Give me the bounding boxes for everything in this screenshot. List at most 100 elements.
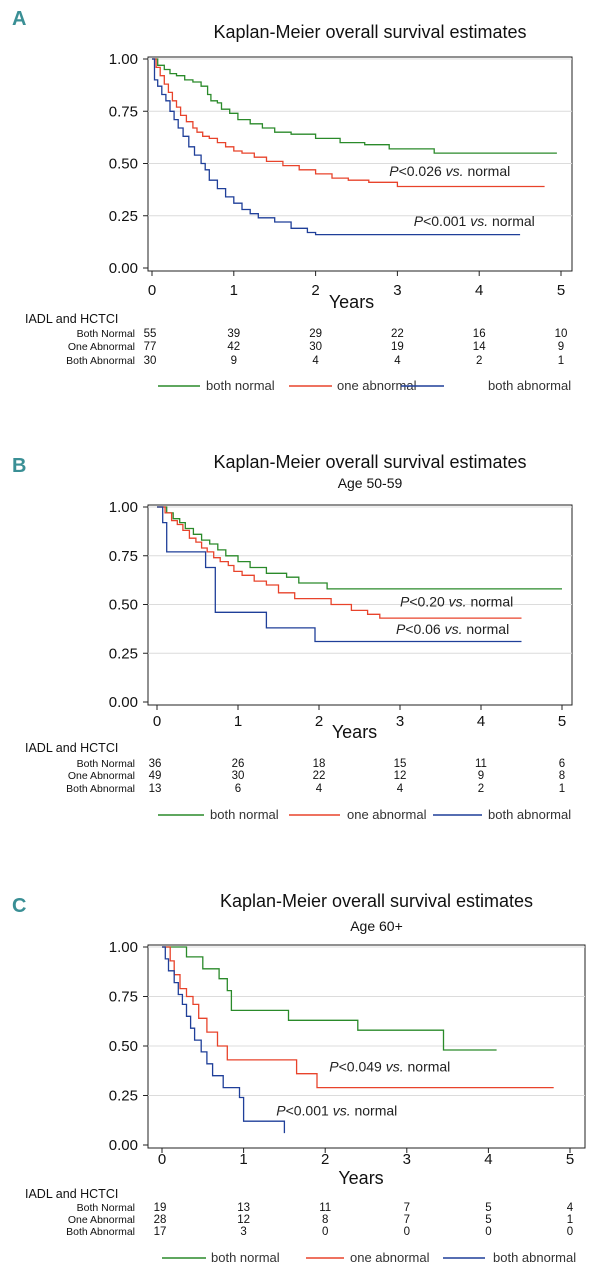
risk-count: 22 — [313, 770, 326, 782]
p-value-annotation: P<0.026 vs. normal — [389, 163, 510, 179]
risk-count: 4 — [316, 783, 323, 795]
risk-row-label: Both Abnormal — [66, 783, 135, 795]
x-tick-label: 5 — [557, 282, 565, 299]
y-tick-label: 0.75 — [109, 989, 138, 1006]
x-tick-label: 5 — [558, 713, 566, 730]
y-tick-label: 0.25 — [109, 1088, 138, 1105]
risk-count: 28 — [154, 1214, 167, 1226]
risk-count: 5 — [485, 1214, 491, 1226]
x-tick-label: 3 — [393, 282, 401, 299]
risk-count: 19 — [154, 1202, 167, 1214]
risk-count: 4 — [312, 355, 319, 367]
chart-subtitle: Age 50-59 — [338, 475, 403, 491]
vs-text: vs. — [386, 1059, 404, 1075]
x-tick-label: 2 — [321, 1151, 329, 1168]
risk-count: 30 — [232, 770, 245, 782]
y-tick-label: 0.25 — [109, 645, 138, 662]
risk-count: 7 — [404, 1214, 410, 1226]
x-tick-label: 0 — [158, 1151, 166, 1168]
legend-label: both abnormal — [493, 1250, 576, 1265]
y-tick-label: 0.75 — [109, 103, 138, 120]
p-value: <0.049 — [339, 1059, 386, 1075]
p-symbol: P — [414, 213, 424, 229]
risk-count: 30 — [144, 355, 157, 367]
legend-label: both normal — [211, 1250, 280, 1265]
risk-count: 30 — [309, 341, 322, 353]
risk-count: 2 — [478, 783, 484, 795]
p-symbol: P — [329, 1059, 339, 1075]
risk-count: 7 — [404, 1202, 410, 1214]
series-line-both-abnormal — [157, 506, 522, 643]
y-tick-label: 0.00 — [109, 694, 138, 711]
risk-count: 77 — [144, 341, 157, 353]
y-tick-label: 0.50 — [109, 1038, 138, 1055]
risk-count: 2 — [476, 355, 482, 367]
risk-table-header: IADL and HCTCI — [25, 1187, 118, 1201]
series-line-both-normal — [152, 58, 557, 154]
risk-count: 4 — [394, 355, 401, 367]
series-line-both-abnormal — [152, 58, 521, 236]
p-value: <0.20 — [409, 593, 448, 609]
comparison-text: normal — [463, 621, 510, 637]
y-tick-label: 0.75 — [109, 548, 138, 565]
risk-count: 42 — [227, 341, 240, 353]
risk-count: 39 — [227, 328, 240, 340]
x-tick-label: 1 — [230, 282, 238, 299]
risk-count: 4 — [567, 1202, 574, 1214]
risk-count: 18 — [313, 758, 326, 770]
comparison-text: normal — [488, 213, 535, 229]
risk-count: 13 — [149, 783, 162, 795]
y-tick-label: 0.00 — [109, 1137, 138, 1154]
chart-subtitle: Age 60+ — [350, 918, 403, 934]
risk-count: 9 — [231, 355, 237, 367]
risk-count: 0 — [322, 1226, 328, 1238]
legend-label: one abnormal — [347, 807, 427, 822]
series-line-both-normal — [157, 506, 562, 590]
risk-row-label: One Abnormal — [68, 770, 135, 782]
p-value: <0.001 — [286, 1102, 333, 1118]
vs-text: vs. — [446, 163, 464, 179]
risk-count: 19 — [391, 341, 404, 353]
x-axis-label: Years — [338, 1168, 383, 1188]
risk-row-label: One Abnormal — [68, 1214, 135, 1226]
x-tick-label: 0 — [153, 713, 161, 730]
risk-count: 15 — [394, 758, 407, 770]
risk-count: 55 — [144, 328, 157, 340]
legend-label: both normal — [206, 378, 275, 393]
chart-title: Kaplan-Meier overall survival estimates — [220, 891, 533, 911]
risk-count: 12 — [394, 770, 407, 782]
p-value-annotation: P<0.001 vs. normal — [276, 1102, 397, 1118]
legend-label: one abnormal — [337, 378, 417, 393]
vs-text: vs. — [445, 621, 463, 637]
chart-panel-a: A Kaplan-Meier overall survival estimates… — [12, 8, 573, 393]
comparison-text: normal — [404, 1059, 451, 1075]
risk-count: 11 — [319, 1202, 331, 1214]
y-tick-label: 0.25 — [109, 208, 138, 225]
p-symbol: P — [400, 593, 410, 609]
risk-count: 26 — [232, 758, 245, 770]
x-tick-label: 2 — [311, 282, 319, 299]
risk-row-label: Both Normal — [77, 328, 135, 340]
x-tick-label: 4 — [484, 1151, 492, 1168]
risk-count: 17 — [154, 1226, 167, 1238]
risk-count: 13 — [237, 1202, 250, 1214]
x-tick-label: 5 — [566, 1151, 574, 1168]
x-tick-label: 0 — [148, 282, 156, 299]
vs-text: vs. — [449, 593, 467, 609]
panel-letter: C — [12, 895, 26, 917]
chart-panel-c: C Kaplan-Meier overall survival estimates… — [12, 891, 586, 1265]
risk-count: 8 — [559, 770, 565, 782]
risk-count: 22 — [391, 328, 404, 340]
x-tick-label: 1 — [234, 713, 242, 730]
risk-row-label: Both Normal — [77, 758, 135, 770]
risk-count: 0 — [567, 1226, 573, 1238]
series-line-both-abnormal — [162, 946, 286, 1134]
p-value: <0.026 — [399, 163, 446, 179]
risk-count: 9 — [478, 770, 484, 782]
p-value-annotation: P<0.049 vs. normal — [329, 1059, 450, 1075]
chart-title: Kaplan-Meier overall survival estimates — [213, 22, 526, 42]
y-tick-label: 0.50 — [109, 597, 138, 614]
risk-count: 3 — [240, 1226, 246, 1238]
chart-title: Kaplan-Meier overall survival estimates — [213, 452, 526, 472]
series-line-one-abnormal — [152, 58, 545, 188]
